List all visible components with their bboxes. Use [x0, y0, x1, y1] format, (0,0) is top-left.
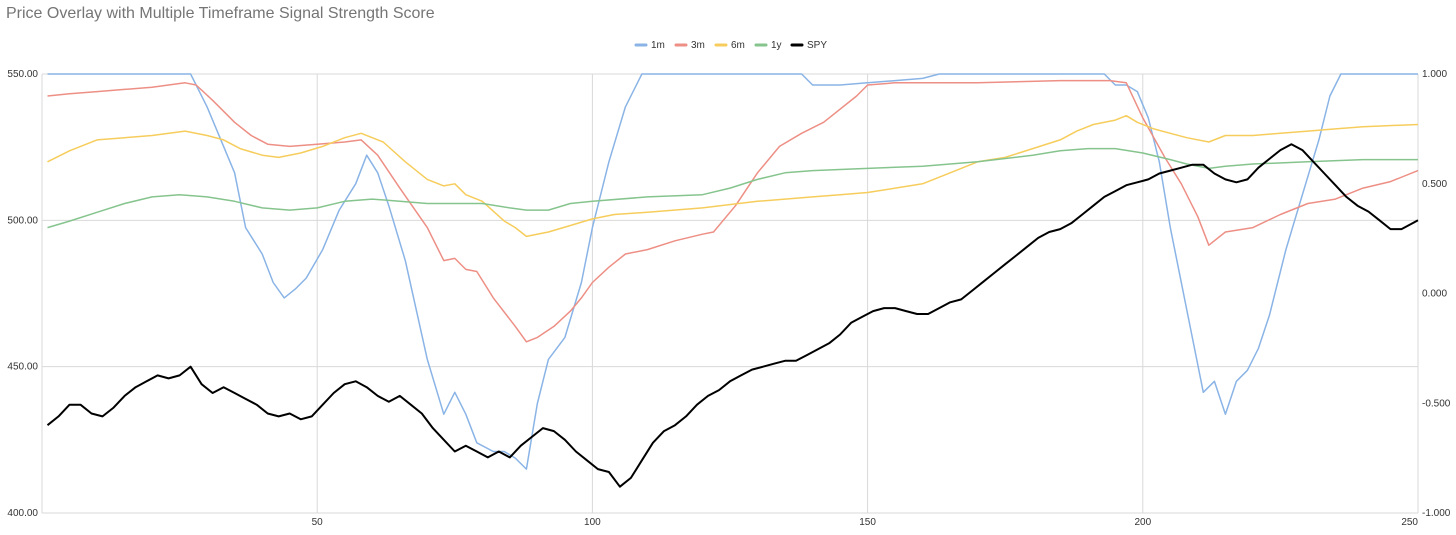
- y-right-tick-label: -1.000: [1422, 508, 1451, 519]
- series-line-3m: [47, 79, 1419, 343]
- legend-label-3m: 3m: [691, 40, 705, 51]
- series-line-1y: [47, 147, 1418, 229]
- y-right-tick-label: 0.000: [1422, 289, 1447, 300]
- y-right-tick-label: 1.000: [1422, 69, 1447, 80]
- y-right-tick-label: -0.500: [1422, 398, 1451, 409]
- series-line-6m: [47, 114, 1419, 238]
- y-axis-left: 550.00 500.00 450.00 400.00: [7, 69, 38, 519]
- x-tick-label: 150: [859, 517, 876, 528]
- x-tick-label: 200: [1134, 517, 1151, 528]
- legend-label-SPY: SPY: [807, 40, 827, 51]
- legend: 1m 3m 6m 1y SPY: [634, 40, 827, 51]
- y-axis-right: 1.000 0.500 0.000 -0.500 -1.000: [1422, 69, 1451, 519]
- y-left-tick-label: 400.00: [7, 508, 38, 519]
- x-tick-label: 50: [312, 517, 324, 528]
- series-lines: [46, 73, 1419, 488]
- y-left-tick-label: 500.00: [7, 215, 38, 226]
- series-line-1m: [47, 73, 1418, 470]
- x-tick-label: 100: [584, 517, 601, 528]
- series-line-SPY: [46, 143, 1419, 488]
- x-axis: 50 100 150 200 250: [312, 517, 1419, 528]
- legend-label-6m: 6m: [731, 40, 745, 51]
- legend-label-1m: 1m: [651, 40, 665, 51]
- chart-title: Price Overlay with Multiple Timeframe Si…: [6, 5, 435, 22]
- x-tick-label: 250: [1401, 517, 1418, 528]
- y-left-tick-label: 550.00: [7, 69, 38, 80]
- grid-lines: [41, 73, 1419, 514]
- y-right-tick-label: 0.500: [1422, 179, 1447, 190]
- y-left-tick-label: 450.00: [7, 362, 38, 373]
- legend-label-1y: 1y: [771, 40, 782, 51]
